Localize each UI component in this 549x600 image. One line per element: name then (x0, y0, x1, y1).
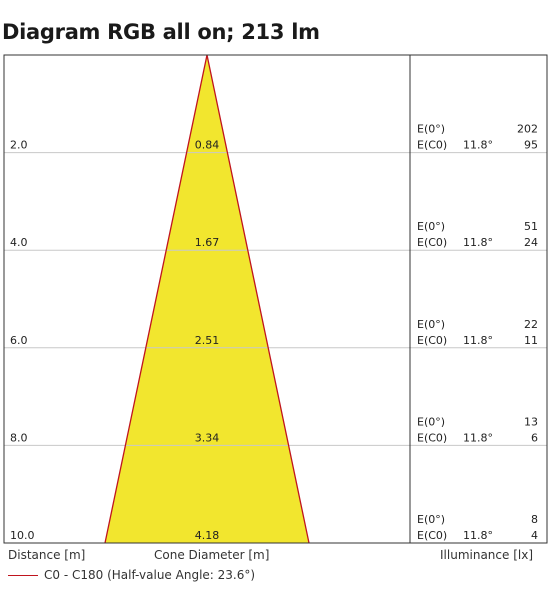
distance-label: 4.0 (10, 236, 28, 249)
e0-value: 13 (524, 415, 538, 428)
ec0-label: E(C0) (417, 139, 447, 152)
cone-diameter-axis-title: Cone Diameter [m] (154, 548, 270, 562)
distance-label: 6.0 (10, 334, 28, 347)
half-angle-label: 11.8° (463, 139, 493, 152)
distance-label: 10.0 (10, 529, 35, 542)
ec0-value: 4 (531, 529, 538, 542)
e0-value: 22 (524, 318, 538, 331)
e0-label: E(0°) (417, 318, 445, 331)
e0-label: E(0°) (417, 415, 445, 428)
legend-label: C0 - C180 (Half-value Angle: 23.6°) (44, 568, 256, 582)
ec0-value: 95 (524, 139, 538, 152)
cone-edge-left (104, 54, 208, 544)
legend-line-swatch (8, 575, 38, 576)
distance-label: 2.0 (10, 139, 28, 152)
ec0-value: 11 (524, 334, 538, 347)
ec0-label: E(C0) (417, 334, 447, 347)
half-angle-label: 11.8° (463, 529, 493, 542)
e0-value: 51 (524, 220, 538, 233)
e0-label: E(0°) (417, 123, 445, 136)
cone-edge-right (206, 54, 310, 544)
cone-diameter-label: 3.34 (195, 431, 220, 444)
ec0-label: E(C0) (417, 529, 447, 542)
half-angle-label: 11.8° (463, 236, 493, 249)
cone-fill (105, 55, 309, 543)
cone-diameter-label: 2.51 (195, 334, 220, 347)
distance-label: 8.0 (10, 431, 28, 444)
chart-title: Diagram RGB all on; 213 lm (2, 20, 320, 44)
illuminance-axis-title: Illuminance [lx] (440, 548, 533, 562)
e0-label: E(0°) (417, 513, 445, 526)
cone-diameter-label: 1.67 (195, 236, 220, 249)
half-angle-label: 11.8° (463, 334, 493, 347)
half-angle-label: 11.8° (463, 431, 493, 444)
ec0-value: 6 (531, 431, 538, 444)
e0-value: 8 (531, 513, 538, 526)
ec0-value: 24 (524, 236, 538, 249)
e0-value: 202 (517, 123, 538, 136)
cone-diameter-label: 0.84 (195, 139, 220, 152)
legend: C0 - C180 (Half-value Angle: 23.6°) (8, 568, 255, 582)
cone-diameter-label: 4.18 (195, 529, 220, 542)
ec0-label: E(C0) (417, 236, 447, 249)
ec0-label: E(C0) (417, 431, 447, 444)
e0-label: E(0°) (417, 220, 445, 233)
distance-axis-title: Distance [m] (8, 548, 86, 562)
chart-frame (3, 54, 548, 544)
